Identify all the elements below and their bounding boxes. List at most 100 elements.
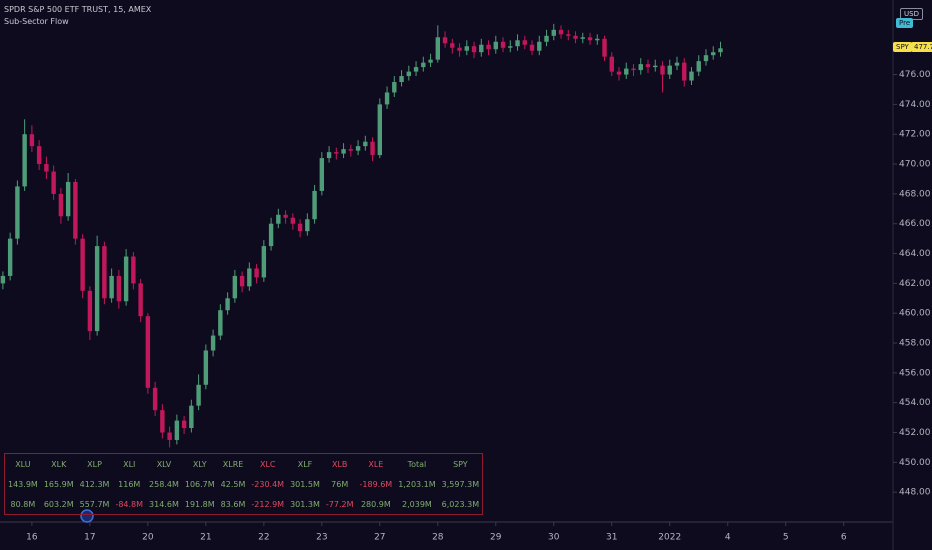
table-cell: 2,039M: [402, 499, 432, 509]
candle-body: [29, 134, 35, 147]
candle-body: [80, 238, 85, 291]
candle-body: [261, 246, 267, 278]
candle-body: [7, 238, 13, 276]
candle-body: [225, 298, 230, 311]
candle-body: [377, 104, 383, 156]
candle-body: [660, 65, 665, 75]
candle-body: [218, 310, 223, 336]
candle-body: [254, 268, 259, 278]
table-header-cell: XLB: [331, 459, 348, 469]
candle-body: [319, 158, 325, 191]
candle-body: [167, 432, 172, 440]
candle-body: [638, 64, 643, 71]
candle-body: [384, 92, 390, 105]
table-cell: 76M: [331, 479, 349, 489]
table-header-cell: XLU: [15, 459, 31, 469]
candle-body: [203, 350, 209, 385]
candle-body: [718, 48, 723, 53]
x-tick-label: 29: [490, 533, 502, 543]
table-cell: -189.6M: [359, 479, 393, 489]
candle-body: [363, 141, 368, 147]
candle-body: [406, 71, 412, 77]
table-header-cell: XLRE: [222, 459, 244, 469]
candle-body: [667, 65, 672, 75]
candle-body: [435, 37, 441, 60]
table-header-cell: XLP: [87, 459, 102, 469]
candle-body: [102, 246, 107, 299]
candle-body: [682, 62, 687, 81]
candle-body: [138, 283, 143, 317]
table-header-cell: XLY: [192, 459, 207, 469]
table-cell: -77.2M: [325, 499, 354, 509]
table-cell: 106.7M: [184, 479, 215, 489]
candle-body: [174, 420, 180, 440]
candle-body: [428, 59, 433, 63]
x-tick-label: 30: [548, 533, 560, 543]
x-tick-label: 16: [26, 533, 38, 543]
candle-body: [413, 67, 419, 72]
x-tick-label: 21: [200, 533, 211, 543]
candle-body: [51, 171, 56, 194]
candle-body: [326, 152, 332, 159]
y-tick-label: 468.00: [899, 189, 931, 199]
candle-body: [457, 47, 462, 51]
table-cell: 80.8M: [10, 499, 36, 509]
candles: [0, 23, 723, 448]
table-header-cell: XLE: [368, 459, 384, 469]
table-header-cell: XLC: [259, 459, 276, 469]
candle-body: [123, 256, 129, 302]
x-tick-label: 23: [316, 533, 327, 543]
candle-body: [370, 141, 375, 156]
table-cell: 143.9M: [8, 479, 38, 489]
x-tick-label: 22: [258, 533, 269, 543]
x-tick-label: 6: [841, 533, 847, 543]
candle-body: [297, 223, 303, 232]
table-cell: 301.3M: [290, 499, 320, 509]
candle-body: [703, 55, 709, 62]
table-header-row: XLU XLK XLP XLI XLV XLY XLRE XLC XLF XLB XLE Total S…: [5, 454, 483, 475]
symbol-badge: SPY: [893, 42, 912, 53]
candle-body: [283, 214, 288, 218]
x-tick-label: 28: [432, 533, 444, 543]
candle-body: [210, 335, 216, 351]
candle-body: [471, 46, 477, 53]
candle-body: [160, 410, 165, 433]
table-cell: 314.6M: [149, 499, 179, 509]
candle-body: [94, 246, 100, 332]
candle-body: [537, 41, 542, 51]
candle-body: [22, 134, 27, 187]
y-tick-label: 456.00: [899, 368, 931, 378]
y-tick-label: 460.00: [899, 309, 931, 319]
candle-body: [493, 41, 498, 50]
candle-body: [551, 29, 556, 36]
table-header-cell: Total: [407, 459, 427, 469]
candle-body: [674, 62, 680, 66]
y-tick-label: 462.00: [899, 279, 931, 289]
candle-body: [116, 275, 122, 302]
y-tick-label: 476.00: [899, 70, 931, 80]
table-header-cell: XLF: [297, 459, 313, 469]
x-tick-label: 17: [84, 533, 95, 543]
candle-body: [65, 181, 71, 217]
y-tick-label: 454.00: [899, 398, 931, 408]
x-tick-label: 31: [606, 533, 617, 543]
table-cell: 42.5M: [220, 479, 246, 489]
event-marker[interactable]: [80, 509, 94, 523]
candle-body: [479, 44, 484, 53]
candle-body: [232, 275, 238, 299]
candle-body: [508, 46, 513, 48]
y-tick-label: 452.00: [899, 428, 931, 438]
table-cell: 1,203.1M: [398, 479, 436, 489]
x-tick-label: 20: [142, 533, 154, 543]
candle-body: [15, 186, 20, 239]
candle-body: [544, 35, 549, 42]
candle-body: [268, 223, 274, 247]
y-tick-label: 470.00: [899, 160, 931, 170]
candle-body: [312, 190, 317, 220]
candle-body: [181, 420, 187, 429]
y-tick-label: 466.00: [899, 219, 931, 229]
candle-body: [558, 29, 564, 35]
candle-body: [36, 146, 42, 165]
x-tick-label: 5: [783, 533, 789, 543]
